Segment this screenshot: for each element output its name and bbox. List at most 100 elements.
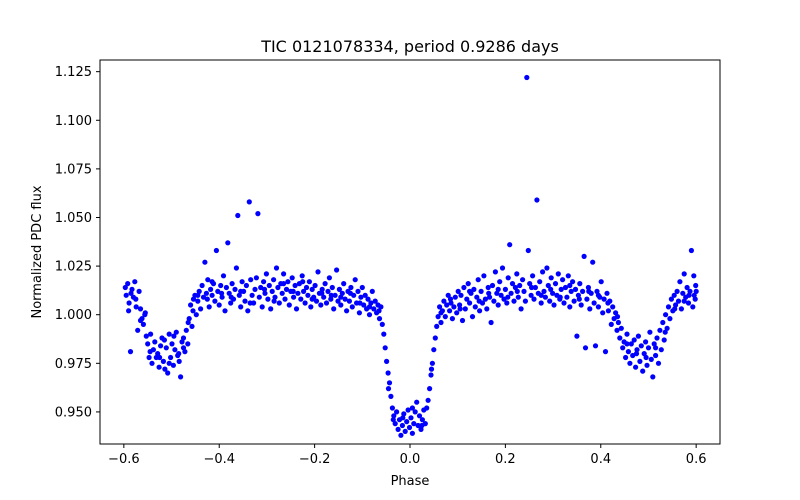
data-point — [178, 374, 184, 380]
data-point — [650, 374, 656, 380]
data-point — [285, 279, 291, 285]
data-point — [486, 290, 492, 296]
data-point — [524, 74, 530, 81]
data-point — [693, 288, 699, 294]
data-point — [379, 321, 385, 327]
data-point — [522, 298, 529, 304]
data-point — [355, 288, 361, 294]
data-point — [444, 302, 450, 308]
data-point — [438, 310, 444, 316]
data-point — [637, 358, 643, 364]
data-point — [193, 312, 199, 318]
data-point — [517, 282, 523, 289]
data-point — [425, 397, 431, 403]
data-point — [638, 343, 644, 349]
data-point — [243, 282, 249, 289]
data-point — [678, 306, 685, 312]
data-point — [602, 349, 609, 355]
data-point — [303, 284, 310, 291]
data-point — [511, 298, 517, 304]
x-tick-label: −0.6 — [108, 452, 140, 467]
data-point — [265, 296, 271, 302]
data-point — [229, 281, 235, 287]
data-point — [491, 298, 497, 304]
data-point — [580, 288, 586, 294]
data-point — [651, 341, 657, 347]
data-point — [594, 288, 600, 294]
x-axis-label: Phase — [391, 474, 430, 489]
data-point — [259, 304, 265, 310]
data-point — [531, 296, 537, 302]
data-point — [551, 302, 557, 308]
data-point — [435, 314, 441, 320]
data-point — [248, 277, 254, 283]
data-point — [623, 354, 629, 361]
x-tick-label: −0.2 — [299, 452, 331, 467]
data-point — [195, 292, 201, 298]
data-point — [335, 298, 341, 304]
data-point — [521, 288, 527, 294]
data-point — [253, 275, 259, 281]
data-point — [541, 288, 547, 294]
data-point — [271, 277, 277, 283]
data-point — [220, 273, 227, 279]
data-point — [291, 294, 297, 300]
data-point — [356, 310, 362, 316]
data-point — [527, 281, 533, 287]
data-point — [273, 265, 280, 271]
data-point — [574, 333, 580, 339]
data-point — [212, 298, 218, 304]
data-point — [504, 300, 510, 306]
data-point — [634, 347, 640, 353]
data-point — [135, 327, 141, 333]
data-point — [170, 362, 176, 368]
data-point — [661, 337, 667, 343]
data-point — [474, 294, 480, 300]
data-point — [432, 335, 438, 341]
data-point — [537, 279, 543, 285]
data-point — [208, 286, 214, 292]
data-point — [614, 314, 621, 320]
data-point — [653, 345, 659, 351]
data-point — [665, 304, 672, 310]
data-point — [166, 360, 172, 366]
data-point — [438, 319, 444, 326]
data-point — [186, 316, 192, 322]
data-point — [595, 304, 602, 310]
data-point — [595, 292, 602, 298]
data-point — [315, 269, 321, 275]
data-point — [185, 341, 191, 347]
data-point — [255, 211, 261, 217]
data-point — [484, 306, 490, 312]
data-point — [228, 294, 234, 300]
data-point — [349, 304, 355, 310]
data-point — [416, 413, 423, 419]
data-point — [263, 271, 269, 277]
data-point — [305, 292, 311, 298]
data-point — [122, 284, 128, 291]
x-tick-label: 0.0 — [400, 452, 421, 467]
data-point — [300, 279, 306, 285]
data-point — [157, 354, 163, 361]
data-point — [601, 296, 607, 302]
data-point — [624, 331, 630, 337]
data-point — [477, 308, 483, 314]
data-point — [567, 282, 573, 289]
data-point — [495, 302, 501, 308]
data-point — [555, 271, 561, 277]
data-point — [497, 279, 503, 285]
data-point — [408, 415, 414, 421]
data-point — [334, 267, 340, 273]
data-point — [388, 393, 394, 399]
data-point — [409, 405, 415, 411]
data-point — [684, 284, 690, 291]
data-point — [459, 317, 466, 324]
y-tick-label: 0.950 — [55, 405, 92, 420]
data-point — [268, 306, 274, 312]
data-point — [358, 294, 364, 300]
data-point — [614, 327, 620, 333]
data-point — [140, 321, 146, 327]
data-point — [455, 288, 461, 294]
data-point — [657, 327, 663, 333]
